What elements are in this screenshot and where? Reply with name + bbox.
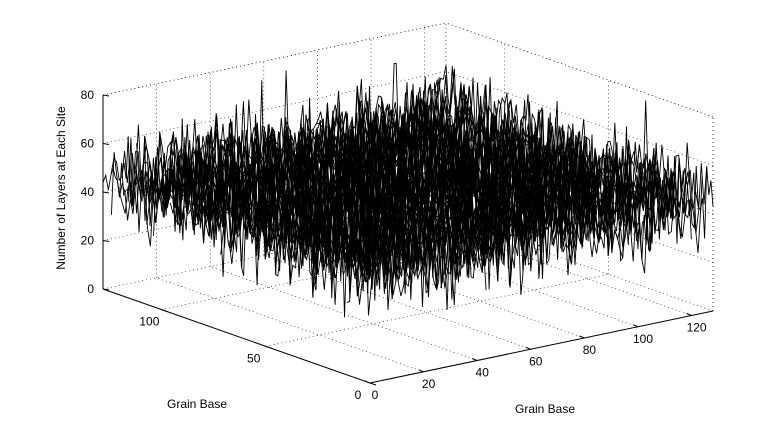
x-axis-line xyxy=(369,310,714,384)
y-tick-mark xyxy=(265,345,272,349)
z-tick-mark xyxy=(102,288,110,291)
z-tick-mark xyxy=(102,240,110,242)
x-tick-mark xyxy=(364,380,371,384)
surface-mesh xyxy=(102,62,714,318)
x-tick-mark xyxy=(686,313,692,316)
z-tick-mark xyxy=(102,143,110,145)
x-axis-label: Grain Base xyxy=(515,402,575,416)
surface-column-line xyxy=(110,135,379,318)
y-tick-label: 50 xyxy=(247,351,261,365)
z-tick-mark xyxy=(102,191,110,194)
x-tick-label: 100 xyxy=(633,332,653,346)
x-tick-mark xyxy=(525,346,531,350)
y-tick-label: 100 xyxy=(139,315,159,329)
axes xyxy=(102,94,714,386)
z-axis-label: Number of Layers at Each Site xyxy=(54,106,68,270)
y-axis-line xyxy=(102,288,371,384)
x-tick-label: 80 xyxy=(583,343,597,357)
x-tick-label: 60 xyxy=(529,354,543,368)
z-tick-label: 40 xyxy=(81,185,95,199)
x-tick-label: 20 xyxy=(422,377,436,391)
x-tick-label: 0 xyxy=(372,388,379,402)
x-tick-mark xyxy=(579,335,585,339)
surface-column-line xyxy=(121,136,390,297)
surface-column-line xyxy=(229,121,498,273)
back-wall-grid-z-line xyxy=(102,71,447,144)
surface-column-line xyxy=(413,82,681,240)
floor-grid-x-line xyxy=(156,277,424,373)
y-tick-mark xyxy=(369,382,377,386)
x-tick-mark xyxy=(418,369,424,373)
z-tick-label: 20 xyxy=(81,234,95,248)
y-tick-label: 0 xyxy=(355,388,362,402)
x-tick-label: 120 xyxy=(687,321,707,335)
z-tick-label: 60 xyxy=(81,137,95,151)
box-edge xyxy=(102,22,447,96)
z-tick-label: 0 xyxy=(87,282,94,296)
x-tick-label: 40 xyxy=(476,366,490,380)
x-tick-mark xyxy=(472,358,478,361)
z-tick-label: 80 xyxy=(81,88,95,102)
y-axis-label: Grain Base xyxy=(167,397,227,411)
z-tick-mark xyxy=(102,94,110,97)
surface-column-line xyxy=(143,146,411,301)
x-tick-mark xyxy=(632,324,639,328)
tick-labels: 0 20 40 60 80 100 120 0 50 100 0 20 40 60 80 xyxy=(81,88,707,402)
y-tick-mark xyxy=(161,309,168,313)
floor-grid-y-line xyxy=(265,274,609,347)
